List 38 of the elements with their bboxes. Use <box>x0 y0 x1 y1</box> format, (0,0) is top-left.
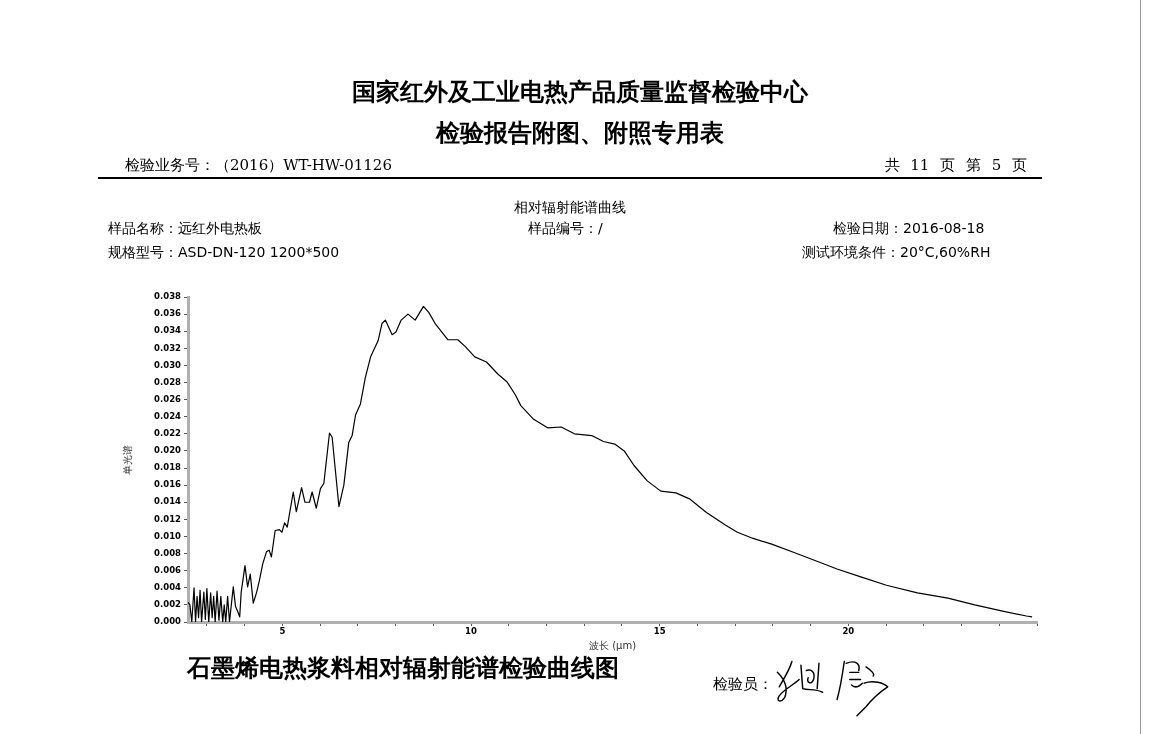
text: 石墨烯电热浆料相对辐射能谱检验曲线图 <box>187 654 619 682</box>
y-tick-label: 0.036 <box>154 308 182 319</box>
text: 检验员： <box>713 675 773 693</box>
y-tick-label: 0.032 <box>154 342 182 353</box>
y-axis-title: 单光谱 <box>121 444 133 475</box>
y-tick-label: 0.012 <box>154 513 182 524</box>
text: 检验日期：2016-08-18 <box>833 220 985 237</box>
text: 测试环境条件：20°C,60%RH <box>802 244 991 261</box>
y-tick-label: 0.006 <box>154 564 182 575</box>
y-tick-label: 0.008 <box>154 547 182 558</box>
text: 样品名称：远红外电热板 <box>108 220 262 237</box>
y-tick-label: 0.020 <box>154 445 182 456</box>
y-tick-label: 0.000 <box>154 616 182 627</box>
y-tick-label: 0.028 <box>154 376 182 387</box>
y-tick-label: 0.038 <box>154 291 182 302</box>
x-tick-label: 10 <box>465 626 477 637</box>
text: 样品编号：/ <box>528 220 603 237</box>
y-tick-label: 0.022 <box>154 428 182 439</box>
y-tick-label: 0.002 <box>154 599 182 610</box>
y-tick-label: 0.014 <box>154 496 182 507</box>
text: 检验业务号：（2016）WT-HW-01126 <box>125 156 392 174</box>
y-tick-label: 0.026 <box>154 393 182 404</box>
chart-subtitle: 检验报告附图、附照专用表 <box>434 119 725 147</box>
text: 相对辐射能谱曲线 <box>513 199 627 216</box>
x-tick-label: 20 <box>842 626 855 637</box>
text: 共 11 页 第 5 页 <box>884 156 1027 174</box>
y-tick-label: 0.034 <box>154 325 182 336</box>
y-tick-label: 0.016 <box>154 479 182 490</box>
x-axis-title: 波长 (μm) <box>588 639 637 651</box>
x-tick-label: 5 <box>279 626 286 637</box>
x-tick-label: 15 <box>653 626 666 637</box>
y-tick-label: 0.018 <box>154 462 182 473</box>
y-tick-label: 0.030 <box>154 359 182 370</box>
y-tick-label: 0.024 <box>154 410 182 421</box>
text: 规格型号：ASD-DN-120 1200*500 <box>108 244 340 261</box>
chart-title: 国家红外及工业电热产品质量监督检验中心 <box>350 78 809 106</box>
y-tick-label: 0.004 <box>154 581 182 592</box>
y-tick-label: 0.010 <box>154 530 182 541</box>
